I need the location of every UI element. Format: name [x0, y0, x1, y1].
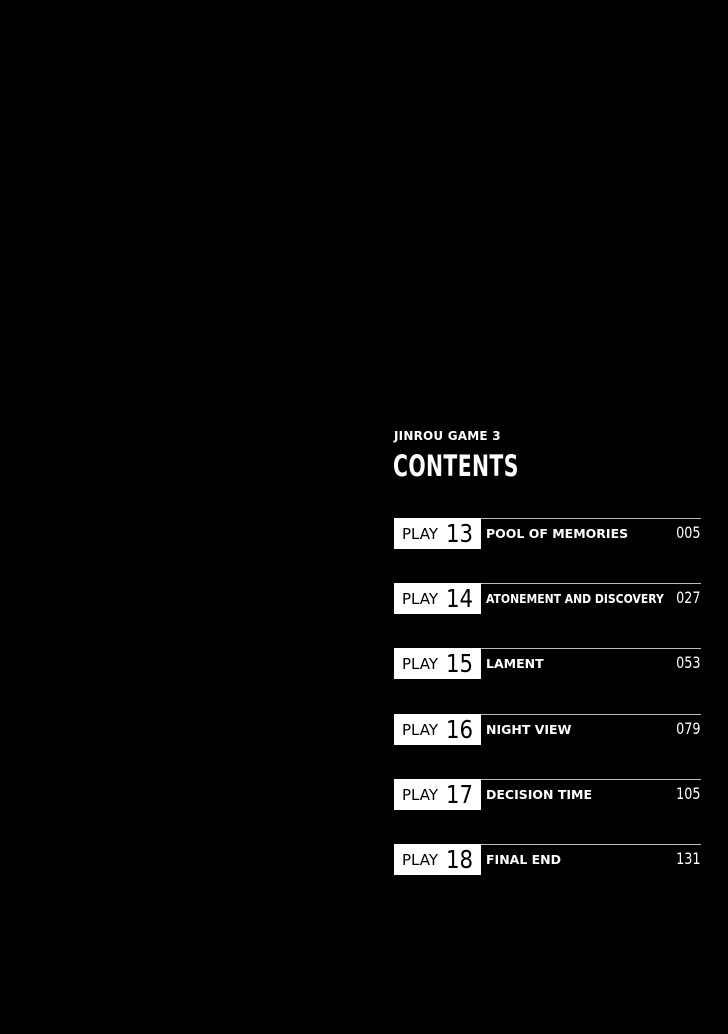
- chapter-box: PLAY 16: [394, 713, 481, 745]
- divider-line: [481, 778, 701, 780]
- chapter-box: PLAY 17: [394, 778, 481, 810]
- page-number: 131: [676, 849, 701, 868]
- chapter-title: ATONEMENT AND DISCOVERY: [486, 591, 664, 607]
- chapter-label: PLAY: [402, 785, 439, 804]
- divider-line: [481, 583, 701, 585]
- chapter-label: PLAY: [402, 655, 439, 674]
- divider-line: [481, 518, 701, 519]
- chapter-title: POOL OF MEMORIES: [486, 526, 629, 541]
- chapter-number: 15: [446, 649, 474, 679]
- chapter-number: 13: [446, 519, 474, 548]
- chapter-title: LAMENT: [486, 656, 544, 672]
- divider-line: [481, 648, 701, 650]
- toc-entry: PLAY 14 ATONEMENT AND DISCOVERY 027: [394, 583, 701, 615]
- page-number: 105: [676, 783, 701, 803]
- chapter-box: PLAY 15: [394, 648, 481, 680]
- chapter-label: PLAY: [402, 851, 439, 869]
- chapter-box: PLAY 18: [394, 844, 481, 875]
- page-number: 053: [676, 653, 701, 673]
- chapter-number: 17: [446, 779, 474, 809]
- chapter-label: PLAY: [402, 590, 439, 609]
- chapter-label: PLAY: [402, 720, 439, 739]
- divider-line: [481, 844, 701, 845]
- toc-entry: PLAY 15 LAMENT 053: [394, 648, 701, 680]
- contents-title: CONTENTS: [393, 449, 519, 483]
- toc-entry: PLAY 17 DECISION TIME 105: [394, 778, 701, 810]
- chapter-box: PLAY 13: [394, 518, 481, 549]
- chapter-title: NIGHT VIEW: [486, 721, 572, 737]
- chapter-number: 14: [446, 584, 474, 614]
- chapter-title: DECISION TIME: [486, 786, 592, 802]
- chapter-number: 16: [446, 714, 474, 744]
- page-number: 079: [676, 718, 701, 738]
- page-number: 027: [676, 588, 701, 608]
- chapter-label: PLAY: [402, 525, 439, 543]
- chapter-number: 18: [446, 845, 474, 874]
- chapter-title: FINAL END: [486, 852, 562, 867]
- divider-line: [481, 713, 701, 715]
- page-number: 005: [676, 523, 701, 542]
- chapter-box: PLAY 14: [394, 583, 481, 615]
- toc-entry: PLAY 13 POOL OF MEMORIES 005: [394, 518, 701, 549]
- series-title: JINROU GAME 3: [394, 429, 501, 443]
- toc-entry: PLAY 18 FINAL END 131: [394, 844, 701, 875]
- toc-entry: PLAY 16 NIGHT VIEW 079: [394, 713, 701, 745]
